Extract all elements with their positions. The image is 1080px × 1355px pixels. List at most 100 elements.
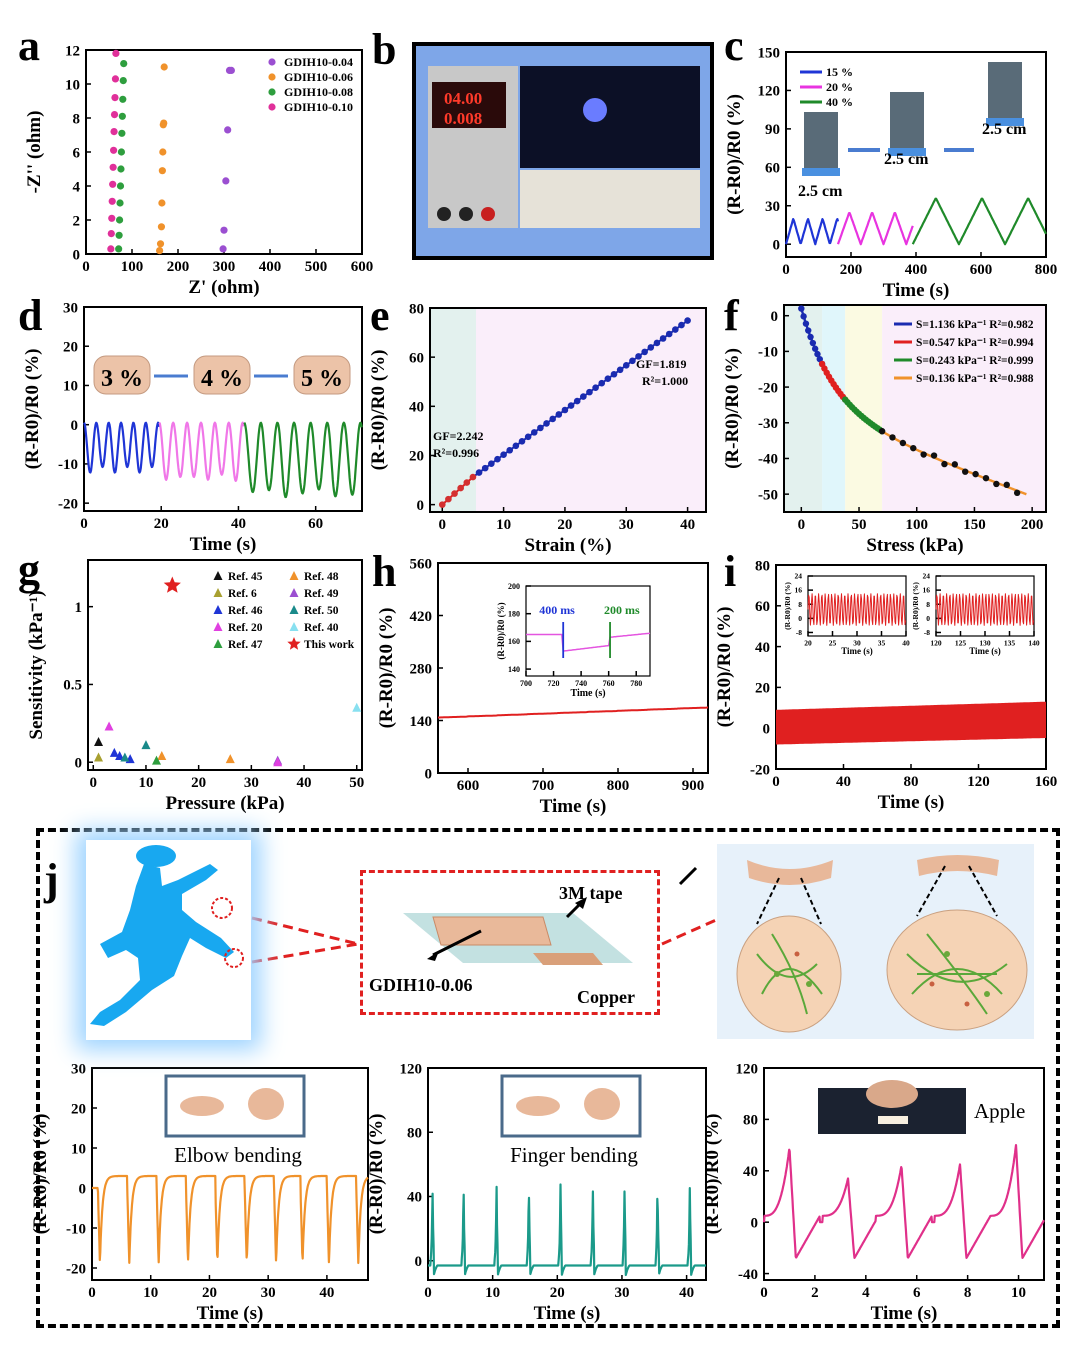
data-point	[120, 752, 130, 762]
legend-entry: Ref. 20	[228, 622, 263, 634]
y-axis-label: (R-R0)/R0 (%)	[722, 348, 743, 469]
data-point	[107, 230, 115, 238]
legend-entry: Ref. 40	[304, 622, 339, 634]
tape-label: 3M tape	[559, 883, 622, 903]
y-tick-label: 80	[409, 301, 424, 317]
data-point	[500, 451, 507, 459]
data-point	[604, 375, 612, 383]
data-point	[94, 737, 104, 746]
compression-cycle-line	[243, 421, 363, 499]
x-tick-label: 0	[82, 259, 90, 275]
data-point	[224, 126, 232, 134]
x-tick-label: 30	[261, 1285, 276, 1301]
data-point	[889, 434, 896, 441]
data-point	[622, 362, 630, 369]
y-axis-label: (R-R0)/R0 (%)	[30, 1114, 51, 1235]
x-axis-label: Time (s)	[197, 1303, 264, 1324]
y-tick-label: 120	[736, 1061, 759, 1077]
y-tick-label: 120	[400, 1061, 423, 1077]
y-tick-label: 280	[410, 661, 433, 677]
data-point	[110, 128, 118, 136]
inset-x-label: Time (s)	[841, 646, 873, 656]
panel-j-frame	[36, 828, 1060, 1328]
legend-entry: GDIH10-0.10	[284, 100, 353, 114]
x-tick-label: 800	[607, 778, 630, 794]
axes-frame	[91, 1067, 369, 1281]
panel-i-inset-1: 120 125 130 135 140 -8 0 8 16 24 Time (s) (R-R0)/R0…	[911, 572, 1040, 656]
data-point	[451, 490, 458, 497]
y-tick-label: 0	[75, 755, 83, 771]
data-point	[289, 605, 299, 614]
compression-step: 4 %	[201, 366, 243, 392]
panel-i-inset-0: 20 25 30 35 40 -8 0 8 16 24 Time (s) (R-R0)/R0 (%)	[783, 572, 910, 656]
y-tick-label: 20	[63, 339, 78, 355]
legend-entry: Ref. 46	[228, 605, 263, 617]
y-tick-label: -20	[58, 496, 78, 512]
data-point	[580, 393, 587, 400]
x-axis-label: Z' (ohm)	[188, 277, 259, 298]
power-display	[432, 82, 506, 128]
data-point	[899, 439, 907, 447]
data-point	[561, 406, 569, 414]
data-point	[213, 588, 223, 597]
y-tick-label: 0	[425, 766, 433, 782]
legend-entry: Ref. 6	[228, 588, 257, 600]
gesture-photo	[180, 1096, 224, 1116]
data-point	[120, 60, 128, 68]
x-tick-label: 125	[955, 639, 967, 648]
data-point	[213, 639, 223, 648]
runner-silhouette	[86, 840, 251, 1040]
inset-signal-line	[807, 593, 907, 626]
x-axis-label: Stress (kPa)	[866, 535, 963, 556]
legend-entry: S=0.243 kPa⁻¹ R²=0.999	[916, 355, 1034, 367]
y-tick-label: -20	[758, 380, 778, 396]
data-point	[109, 180, 117, 188]
arrow	[678, 866, 698, 886]
data-point	[635, 353, 642, 360]
legend-entry: GDIH10-0.08	[284, 85, 353, 99]
signal-band	[776, 701, 1046, 745]
x-tick-label: 8	[964, 1285, 972, 1301]
data-point	[115, 751, 125, 760]
x-tick-label: 200	[1021, 517, 1044, 533]
axes-frame	[763, 1067, 1045, 1281]
legend-marker	[268, 58, 276, 66]
legend-entry: 20 %	[826, 80, 853, 94]
y-tick-label: 8	[73, 111, 81, 127]
motion-signal-line	[91, 1174, 369, 1265]
y-axis-label: (R-R0)/R0 (%)	[724, 94, 745, 215]
sample-cylinder	[93, 355, 151, 395]
x-tick-label: 50	[349, 775, 364, 791]
y-tick-label: -8	[924, 628, 930, 637]
data-point	[798, 305, 805, 312]
data-point	[982, 474, 990, 482]
inset-signal-line	[935, 593, 1035, 626]
data-point	[805, 327, 812, 334]
data-point	[160, 63, 168, 71]
data-point	[152, 755, 161, 765]
panel-h: 600 700 800 900 0 140 280 420 560 Time (s) (R-R0)/…	[376, 556, 709, 817]
x-tick-label: 40	[231, 516, 246, 532]
y-tick-label: 40	[755, 640, 770, 656]
compression-step: 3 %	[101, 366, 143, 392]
data-point	[653, 339, 661, 347]
x-tick-label: 740	[575, 679, 587, 688]
data-point	[160, 119, 168, 127]
x-tick-label: 500	[305, 259, 328, 275]
current-readout: 0.008	[444, 109, 482, 128]
data-point	[592, 384, 599, 391]
x-tick-label: 40	[319, 1285, 334, 1301]
panel-label: j	[43, 855, 59, 904]
data-point	[141, 740, 151, 750]
sample-label: GDIH10-0.06	[369, 975, 473, 995]
data-point	[941, 460, 948, 468]
y-axis-label: -Z'' (ohm)	[24, 111, 45, 194]
x-tick-label: 140	[1028, 639, 1040, 648]
panel-f: 0 50 100 150 200 -50 -40 -30 -20 -10 0 S=1.136 kPa⁻…	[722, 304, 1047, 556]
y-tick-label: 90	[765, 122, 780, 138]
y-tick-label: 60	[765, 161, 780, 177]
terminal-knob	[437, 207, 451, 221]
x-axis-label: Time (s)	[878, 792, 945, 813]
data-point	[816, 355, 823, 363]
scale-label: 2.5 cm	[798, 183, 843, 200]
